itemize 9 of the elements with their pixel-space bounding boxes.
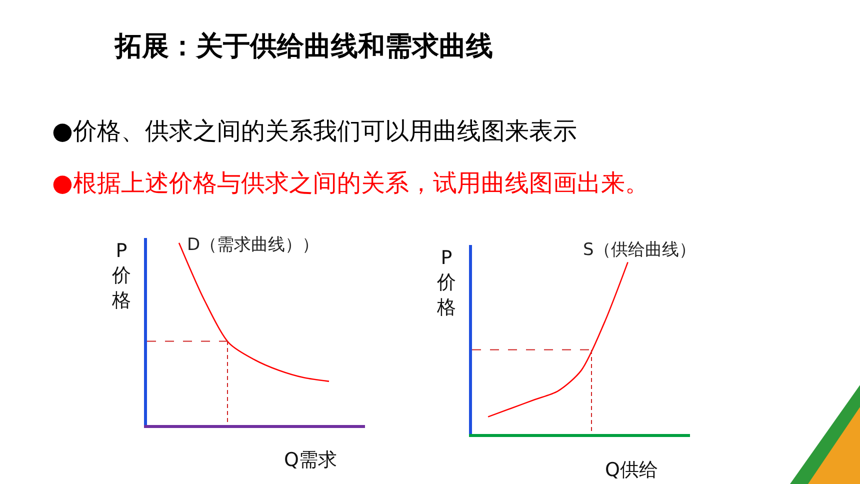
text: ●价格、供求之间的关系我们可以用曲线图来表示 [52,116,577,147]
text: ●根据上述价格与供求之间的关系，试用曲线图画出来。 [52,168,649,199]
y-axis-title: P价格 [111,240,131,312]
series-label: D（需求曲线）） [187,235,320,255]
text: 拓展：关于供给曲线和需求曲线 [115,30,493,64]
x-axis-title: Q供给 [605,459,658,481]
y-axis-title: P价格 [436,247,456,318]
x-axis-title: Q需求 [284,449,337,471]
series-label: S（供给曲线） [583,240,696,260]
